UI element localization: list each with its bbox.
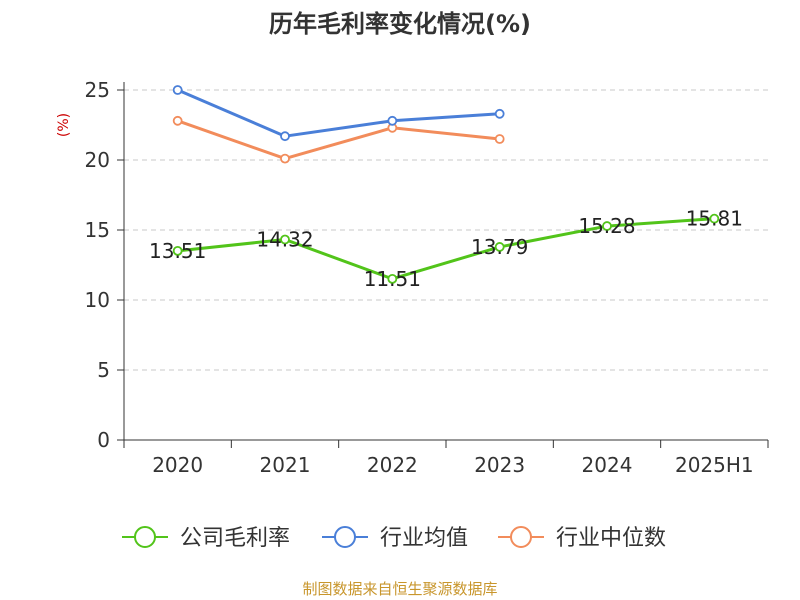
legend-marker [334,526,356,548]
data-label: 15.81 [686,207,743,231]
data-label: 15.28 [578,214,635,238]
data-point [387,115,398,126]
data-label: 13.51 [149,239,206,263]
series-line [176,217,716,281]
axes: 0 5 10 15 20 25 2020 2021 2022 2023 2024 2025H1 [85,78,769,477]
y-tick-label: 25 [85,78,110,102]
y-tick-label: 10 [85,288,110,312]
data-point [280,153,290,164]
series-layer [172,85,720,284]
x-tick-label: 2022 [367,453,418,477]
data-point [280,131,290,142]
legend-label: 行业中位数 [556,526,666,551]
legend-item: 公司毛利率 [122,526,290,551]
legend-item: 行业中位数 [498,526,666,551]
x-tick-label: 2024 [582,453,633,477]
x-tick-label: 2021 [260,453,311,477]
legend-label: 公司毛利率 [180,526,290,551]
data-label: 13.79 [471,235,528,259]
data-point [172,245,183,256]
y-tick-label: 20 [85,148,110,172]
y-tick-label: 0 [97,428,110,452]
data-point [387,273,398,284]
y-tick-label: 15 [85,218,110,242]
legend: 公司毛利率 行业均值 行业中位数 [122,526,666,551]
data-label: 11.51 [364,267,421,291]
data-point [494,134,505,144]
series [172,115,505,164]
series-line [176,88,502,138]
data-point [494,242,505,252]
data-point [602,221,612,231]
data-point [280,234,290,245]
data-label: 14.32 [256,228,313,252]
series [172,213,720,284]
data-point [494,108,505,119]
data-labels: 13.51 14.32 11.51 13.79 15.28 15.81 [149,207,743,291]
x-tick-label: 2023 [474,453,525,477]
source-note: 制图数据来自恒生聚源数据库 [302,580,497,598]
data-point [172,115,183,126]
series [172,85,505,142]
legend-marker [510,526,532,548]
x-tick-label: 2020 [152,453,203,477]
x-tick-label: 2025H1 [675,453,754,477]
series-line [176,119,502,161]
y-tick-label: 5 [97,358,110,382]
data-point [172,85,183,95]
y-axis-unit: (%) [56,113,72,137]
legend-label: 行业均值 [380,526,468,551]
legend-marker [134,526,156,548]
data-point [709,213,720,224]
legend-item: 行业均值 [322,526,468,551]
chart-title: 历年毛利率变化情况(%) [269,10,531,38]
